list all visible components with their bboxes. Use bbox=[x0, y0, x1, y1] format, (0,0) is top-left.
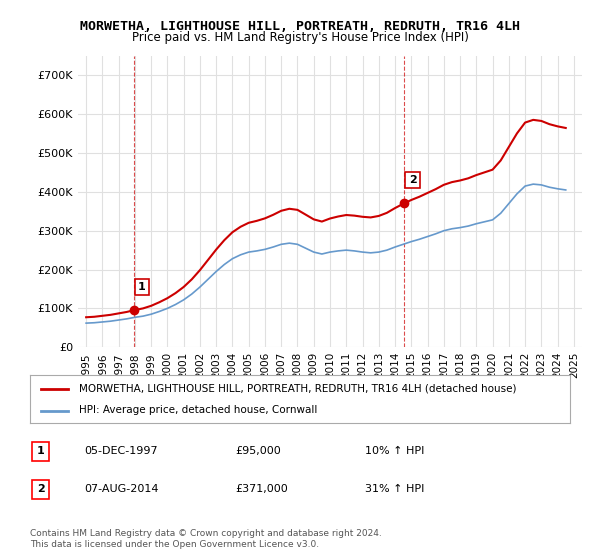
Text: Price paid vs. HM Land Registry's House Price Index (HPI): Price paid vs. HM Land Registry's House … bbox=[131, 31, 469, 44]
Text: 05-DEC-1997: 05-DEC-1997 bbox=[84, 446, 158, 456]
Text: 1: 1 bbox=[37, 446, 44, 456]
Text: 2: 2 bbox=[37, 484, 44, 494]
Text: 07-AUG-2014: 07-AUG-2014 bbox=[84, 484, 158, 494]
Text: HPI: Average price, detached house, Cornwall: HPI: Average price, detached house, Corn… bbox=[79, 405, 317, 415]
Text: £95,000: £95,000 bbox=[235, 446, 281, 456]
Text: MORWETHA, LIGHTHOUSE HILL, PORTREATH, REDRUTH, TR16 4LH: MORWETHA, LIGHTHOUSE HILL, PORTREATH, RE… bbox=[80, 20, 520, 32]
Text: 2: 2 bbox=[409, 175, 416, 185]
Text: 31% ↑ HPI: 31% ↑ HPI bbox=[365, 484, 424, 494]
Text: £371,000: £371,000 bbox=[235, 484, 288, 494]
Text: Contains HM Land Registry data © Crown copyright and database right 2024.
This d: Contains HM Land Registry data © Crown c… bbox=[30, 529, 382, 549]
Text: 1: 1 bbox=[138, 282, 146, 292]
Text: MORWETHA, LIGHTHOUSE HILL, PORTREATH, REDRUTH, TR16 4LH (detached house): MORWETHA, LIGHTHOUSE HILL, PORTREATH, RE… bbox=[79, 384, 516, 394]
Text: 10% ↑ HPI: 10% ↑ HPI bbox=[365, 446, 424, 456]
